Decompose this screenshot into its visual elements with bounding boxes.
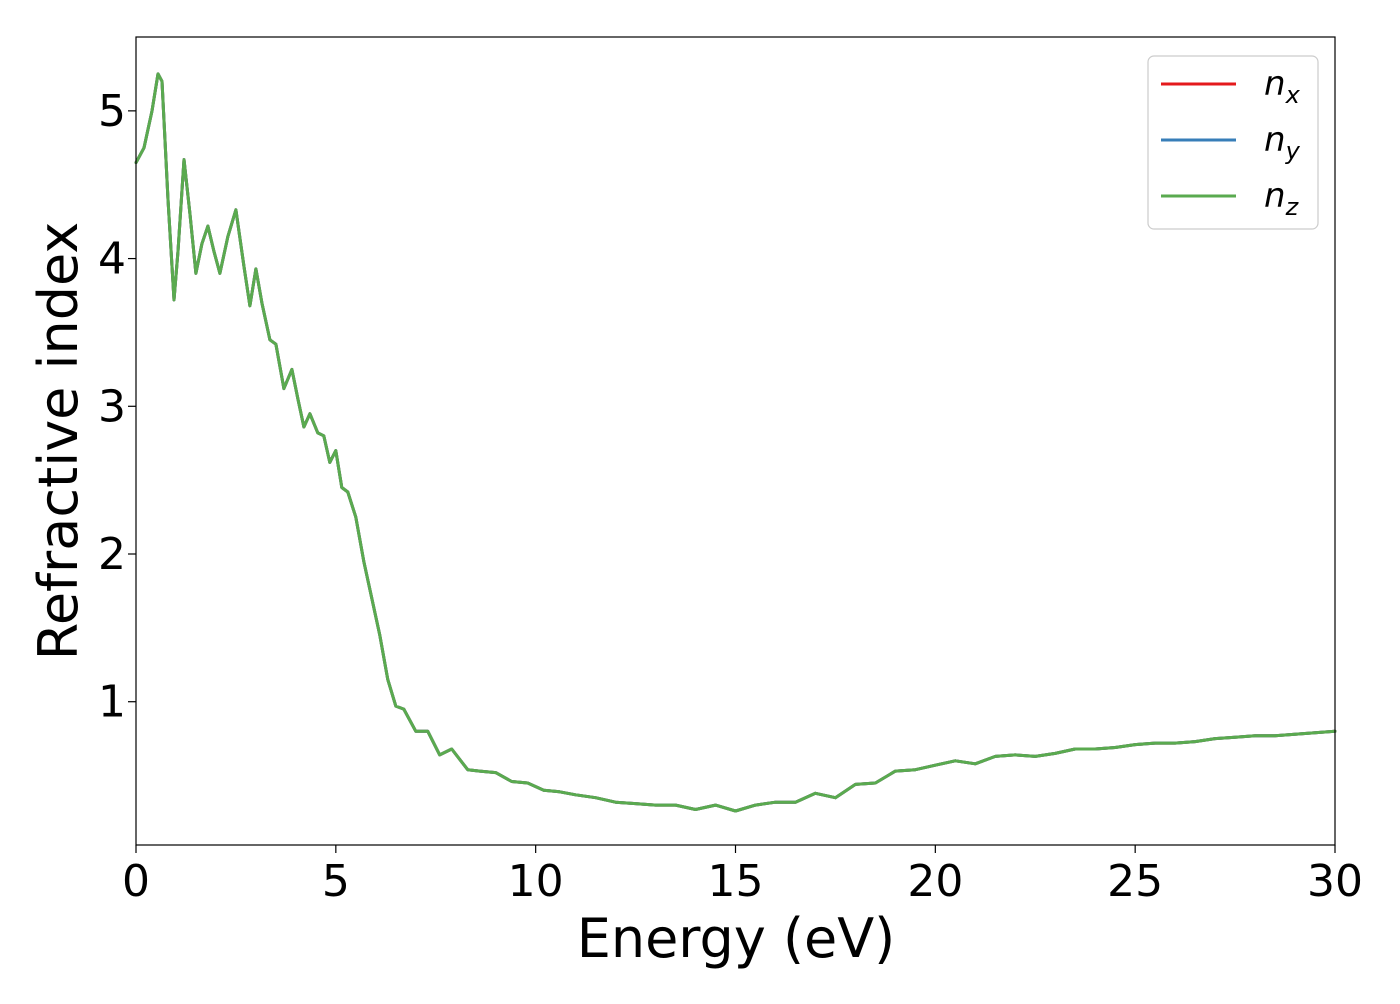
y-axis-label: Refractive index (27, 222, 90, 661)
x-tick-label: 5 (322, 856, 350, 907)
legend-label-z: nz (1264, 176, 1300, 221)
y-axis-ticks: 1 2 3 4 5 (98, 86, 136, 728)
y-tick-label: 1 (98, 677, 126, 728)
series-layer (134, 72, 1337, 813)
legend-label-x: nx (1264, 64, 1301, 109)
legend-label-y: ny (1264, 120, 1301, 165)
x-tick-label: 10 (508, 856, 564, 907)
series-line-z (134, 72, 1337, 813)
x-tick-label: 0 (122, 856, 150, 907)
x-tick-label: 30 (1307, 856, 1363, 907)
x-axis-label: Energy (eV) (577, 907, 896, 970)
x-tick-label: 20 (907, 856, 963, 907)
y-tick-label: 4 (98, 234, 126, 285)
y-tick-label: 3 (98, 381, 126, 432)
legend: nx ny nz (1147, 55, 1319, 230)
y-tick-label: 2 (98, 529, 126, 580)
x-axis-ticks: 0 5 10 15 20 25 30 (122, 845, 1363, 907)
legend-entries: nx ny nz (1161, 64, 1301, 221)
x-tick-label: 25 (1107, 856, 1163, 907)
legend-box (1147, 55, 1319, 230)
y-tick-label: 5 (98, 86, 126, 137)
x-tick-label: 15 (708, 856, 764, 907)
